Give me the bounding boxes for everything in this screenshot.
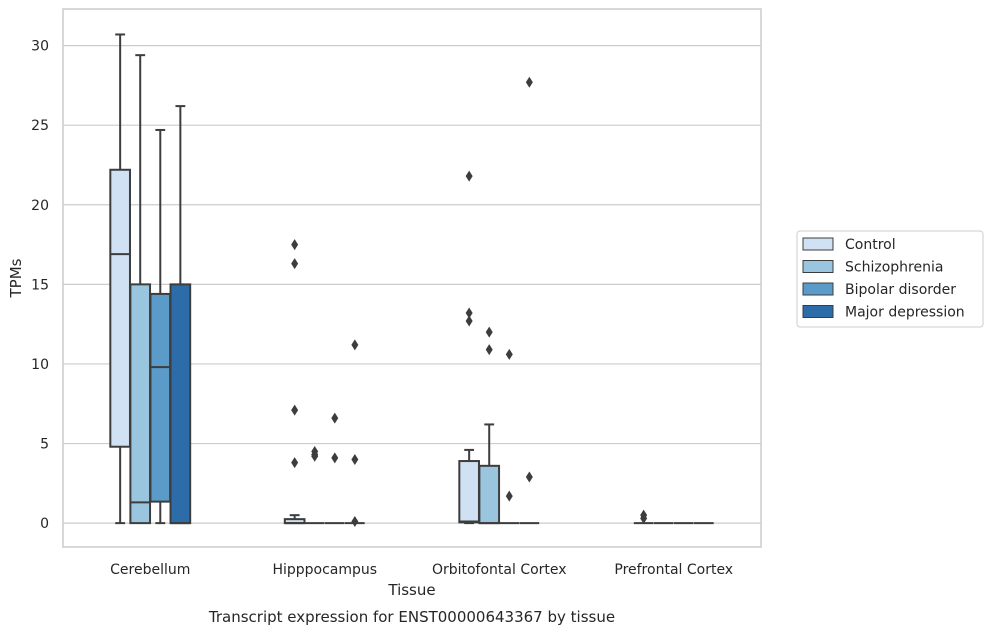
legend-swatch	[802, 282, 834, 296]
x-axis-label: Tissue	[387, 581, 435, 599]
box-iqr	[169, 283, 192, 525]
legend-label: Major depression	[845, 305, 965, 321]
outlier-point	[351, 453, 359, 465]
box-iqr	[109, 168, 131, 448]
box-group	[458, 170, 480, 525]
x-tick-label: Hipppocampus	[272, 562, 377, 578]
x-tick-label: Prefrontal Cortex	[614, 562, 733, 578]
box-group	[283, 239, 306, 525]
outlier-point	[291, 258, 299, 270]
y-tick-label: 5	[40, 437, 49, 453]
plot-area-frame	[62, 8, 762, 548]
legend-item: Control	[802, 237, 896, 253]
box-group	[304, 445, 325, 525]
box-group	[109, 33, 131, 525]
box-group	[149, 128, 172, 525]
outlier-point	[465, 170, 473, 182]
outlier-point	[505, 348, 513, 360]
outlier-point	[291, 404, 299, 416]
outlier-point	[640, 509, 648, 521]
legend-swatch	[802, 260, 834, 273]
outlier-point	[311, 449, 319, 461]
box-group	[519, 76, 540, 525]
y-tick-label: 25	[31, 118, 49, 134]
legend-label: Bipolar disorder	[845, 282, 956, 298]
legend-swatch	[802, 237, 834, 251]
legend-item: Major depression	[802, 305, 965, 321]
x-axis-ticks: Cerebellum Hipppocampus Orbitofontal Corte…	[110, 562, 733, 578]
outlier-point	[505, 490, 513, 502]
y-tick-label: 0	[40, 516, 49, 532]
legend-label: Schizophrenia	[845, 260, 943, 276]
legend-item: Schizophrenia	[802, 260, 943, 276]
chart-title: Transcript expression for ENST0000064336…	[208, 608, 615, 626]
box-iqr	[478, 464, 501, 525]
boxplots	[109, 33, 714, 528]
outlier-point	[525, 76, 533, 88]
outlier-point	[351, 339, 359, 351]
y-tick-label: 15	[31, 277, 49, 293]
box-group	[499, 348, 520, 525]
legend-frame	[796, 230, 984, 328]
box-group	[169, 105, 192, 525]
y-tick-label: 10	[31, 357, 49, 373]
outlier-point	[291, 239, 299, 251]
outlier-point	[485, 344, 493, 356]
box-iqr	[129, 283, 152, 525]
legend: Control Schizophrenia Bipolar disorder Majo…	[796, 230, 984, 328]
outlier-point	[331, 412, 339, 424]
y-tick-label: 20	[31, 198, 49, 214]
legend-label: Control	[845, 237, 896, 253]
outlier-point	[291, 457, 299, 469]
box-group	[345, 339, 365, 528]
outlier-point	[525, 471, 533, 483]
box-group	[633, 509, 654, 525]
box-group	[478, 326, 501, 525]
outlier-point	[465, 315, 473, 327]
legend-swatch	[802, 305, 834, 318]
box-iqr	[149, 292, 172, 503]
y-tick-label: 30	[31, 39, 49, 55]
y-axis-ticks: 0 5 10 15 20 25 30	[31, 39, 49, 533]
legend-item: Bipolar disorder	[802, 282, 956, 298]
box-iqr	[458, 460, 480, 524]
outlier-point	[485, 326, 493, 338]
box-group	[324, 412, 345, 525]
y-axis-label: TPMs	[7, 258, 25, 298]
x-tick-label: Cerebellum	[110, 562, 190, 578]
outlier-point	[351, 516, 359, 528]
x-tick-label: Orbitofontal Cortex	[432, 562, 567, 578]
outlier-point	[331, 452, 339, 464]
outlier-point	[465, 307, 473, 319]
